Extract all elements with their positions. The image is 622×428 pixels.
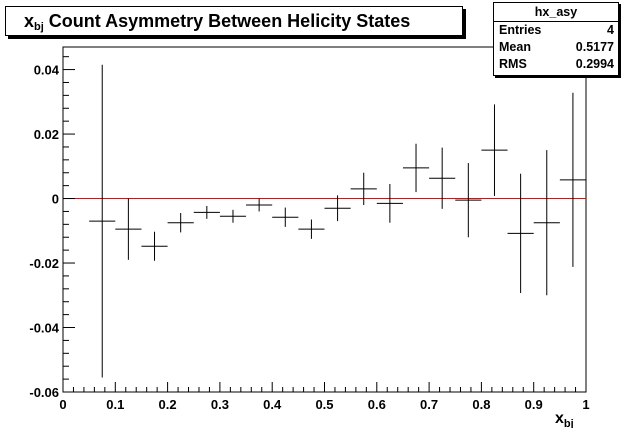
stats-rms-label: RMS	[499, 57, 527, 71]
data-point	[193, 205, 220, 219]
data-point	[350, 172, 377, 205]
axis-ticks-layer: 0 0.1 0.2 0.3 0.4 0.5 0.6 0.7 0.8 0.9 10.040.020-0…	[29, 56, 590, 412]
data-point	[376, 184, 403, 223]
x-tick-label: 0.1	[106, 397, 124, 412]
stats-row-mean: Mean 0.5177	[494, 39, 618, 56]
stats-entries-value: 4	[607, 23, 614, 37]
data-point	[89, 64, 116, 378]
data-points-layer	[89, 64, 586, 378]
data-point	[272, 207, 299, 227]
y-tick-label: -0.02	[29, 256, 59, 271]
stats-entries-label: Entries	[499, 23, 542, 37]
data-point	[246, 198, 273, 212]
x-tick-label: 0.2	[159, 397, 177, 412]
stats-row-entries: Entries 4	[494, 22, 618, 39]
data-point	[533, 150, 560, 296]
data-point	[298, 219, 325, 239]
y-tick-label: -0.06	[29, 385, 59, 400]
data-point	[507, 173, 534, 294]
stats-mean-label: Mean	[499, 40, 531, 54]
chart-title: xbj Count Asymmetry Between Helicity Sta…	[24, 11, 411, 33]
plot-frame	[62, 46, 587, 393]
data-point	[429, 147, 456, 209]
data-point	[324, 195, 351, 222]
stats-row-rms: RMS 0.2994	[494, 56, 618, 73]
y-tick-label: 0	[52, 192, 59, 207]
x-tick-label: 0.4	[263, 397, 282, 412]
data-point	[141, 231, 168, 261]
stats-histogram-name: hx_asy	[494, 3, 618, 22]
x-axis-label: xbj	[555, 410, 574, 428]
stats-rms-value: 0.2994	[575, 57, 614, 71]
data-point	[455, 163, 482, 238]
y-tick-label: 0.04	[34, 63, 60, 78]
x-tick-label: 0.9	[525, 397, 543, 412]
data-point	[481, 104, 508, 196]
y-tick-label: -0.04	[29, 321, 59, 336]
x-tick-label: 0	[59, 397, 66, 412]
data-point	[559, 92, 586, 267]
x-tick-label: 0.3	[211, 397, 229, 412]
data-point	[402, 143, 430, 193]
x-tick-label: 0.5	[315, 397, 333, 412]
y-tick-label: 0.02	[34, 127, 59, 142]
x-tick-label: 0.6	[368, 397, 386, 412]
x-tick-label: 0.8	[472, 397, 490, 412]
stats-box: hx_asy Entries 4 Mean 0.5177 RMS 0.2994	[493, 2, 619, 76]
x-tick-label: 0.7	[420, 397, 438, 412]
x-tick-label: 1	[582, 397, 589, 412]
data-point	[115, 198, 142, 260]
data-point	[167, 213, 194, 233]
stats-mean-value: 0.5177	[575, 40, 614, 54]
chart-title-box: xbj Count Asymmetry Between Helicity Sta…	[5, 6, 463, 36]
data-point	[219, 209, 247, 223]
